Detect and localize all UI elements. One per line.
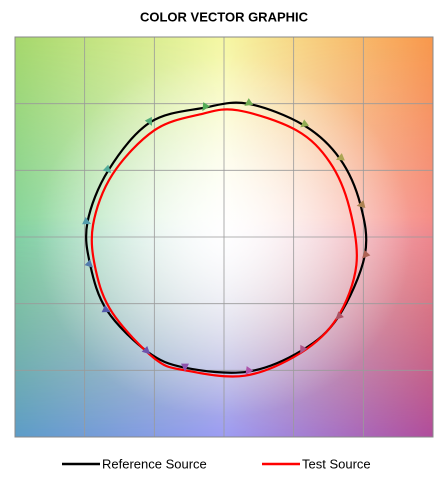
vector-arrow [300,344,308,354]
vector-arrow [335,311,344,320]
vector-arrow [144,116,153,126]
vector-arrow [82,216,92,225]
vector-arrow [335,153,345,161]
vector-arrow [180,363,189,372]
vector-arrow [141,346,151,355]
vector-arrow [362,250,371,259]
legend-label: Reference Source [102,456,207,471]
vector-arrow [101,304,111,313]
vector-arrow [102,164,112,174]
legend-label: Test Source [302,456,371,471]
vector-arrow [244,98,254,106]
vector-arrow [356,200,366,208]
chart-title: COLOR VECTOR GRAPHIC [140,9,309,24]
vector-arrow [300,119,310,128]
vector-arrow [84,259,94,268]
plot-border [14,36,434,438]
vector-curve [90,108,358,378]
vector-arrow [245,366,254,375]
vector-arrow [202,102,211,112]
